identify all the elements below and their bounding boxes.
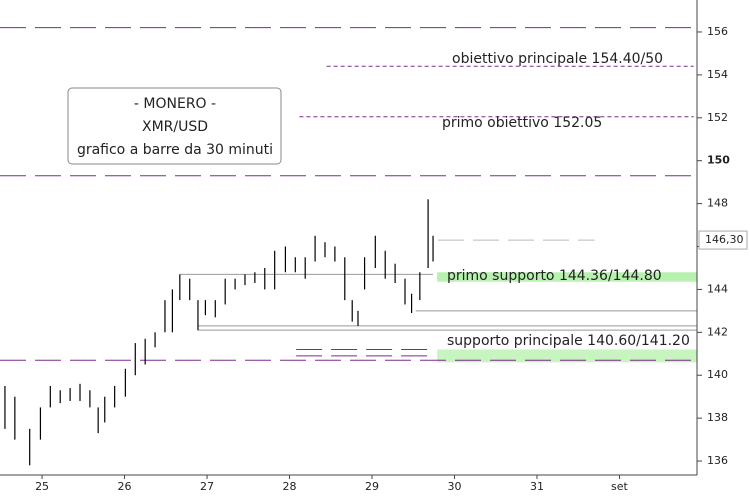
title-line: grafico a barre da 30 minuti xyxy=(77,142,273,158)
x-tick-label: 29 xyxy=(365,480,379,493)
title-box xyxy=(67,87,282,165)
y-tick-label: 140 xyxy=(707,368,728,381)
x-tick-label: 25 xyxy=(35,480,49,493)
x-tick-label: 28 xyxy=(283,480,297,493)
x-tick-label: set xyxy=(611,480,628,493)
y-tick-label: 154 xyxy=(707,68,728,81)
axis-panel xyxy=(697,0,750,500)
title-line: - MONERO - xyxy=(134,96,216,112)
support-zone xyxy=(437,349,697,363)
y-tick-label: 156 xyxy=(707,25,728,38)
y-tick-label: 142 xyxy=(707,325,728,338)
y-tick-label: 148 xyxy=(707,197,728,210)
x-tick-label: 30 xyxy=(447,480,461,493)
y-tick-label: 144 xyxy=(707,282,728,295)
x-tick-label: 27 xyxy=(200,480,214,493)
last-price-label: 146,30 xyxy=(705,233,744,246)
annotation: primo supporto 144.36/144.80 xyxy=(447,268,662,284)
y-tick-label: 152 xyxy=(707,111,728,124)
last-price-box xyxy=(698,230,748,250)
y-tick-label: 150 xyxy=(707,154,730,167)
annotation: supporto principale 140.60/141.20 xyxy=(447,333,690,349)
y-tick-label: 136 xyxy=(707,454,728,467)
x-tick-label: 31 xyxy=(530,480,544,493)
support-zone xyxy=(437,272,697,282)
title-line: XMR/USD xyxy=(142,119,208,135)
annotation: primo obiettivo 152.05 xyxy=(442,115,602,131)
annotation: obiettivo principale 154.40/50 xyxy=(452,51,663,67)
x-tick-label: 26 xyxy=(118,480,132,493)
y-tick-label: 138 xyxy=(707,411,728,424)
